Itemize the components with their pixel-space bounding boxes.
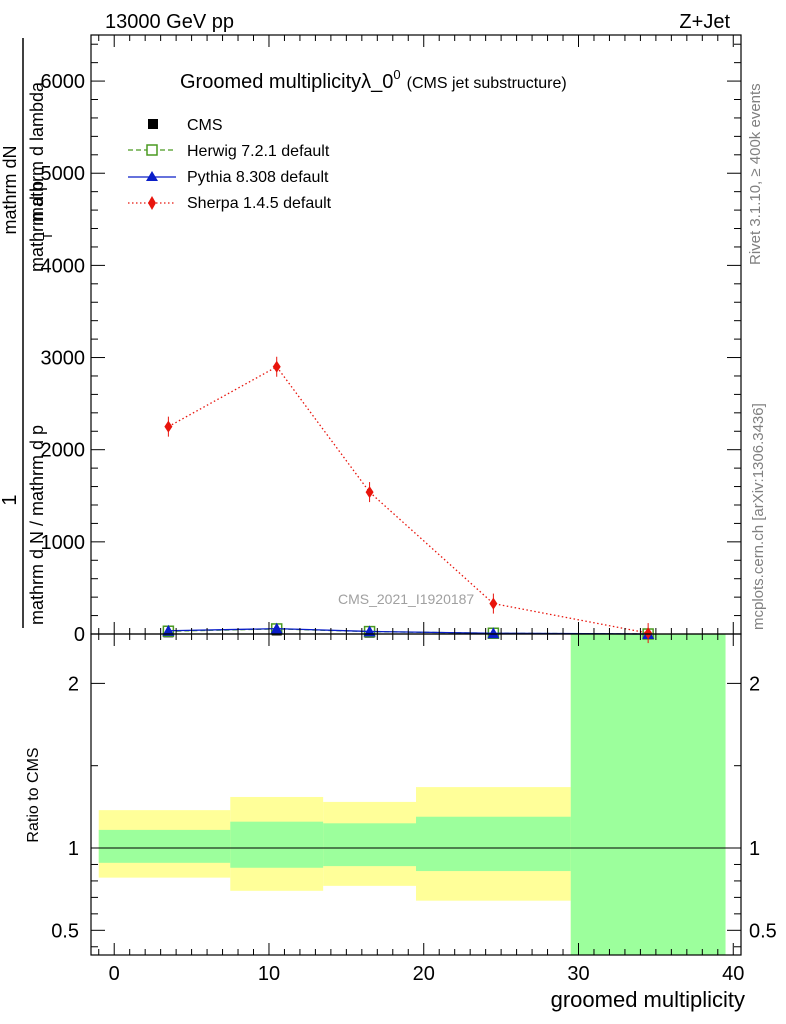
svg-text:Groomed multiplicityλ_00(CMS j: Groomed multiplicityλ_00 (CMS jet substru… xyxy=(180,67,567,93)
ratio-band-stat xyxy=(230,821,324,868)
data-point-pythia xyxy=(487,627,500,639)
x-tick-label: 30 xyxy=(567,963,589,985)
ylabel-tail: mathrm d lambda xyxy=(27,81,47,222)
rivet-label: Rivet 3.1.10, ≥ 400k events xyxy=(747,83,764,265)
legend-label-herwig: Herwig 7.2.1 default xyxy=(187,143,330,160)
legend-marker-pythia xyxy=(146,171,158,181)
ratio-band-stat xyxy=(416,816,571,872)
xlabel: groomed multiplicity xyxy=(551,987,745,1012)
legend-marker-cms xyxy=(148,119,158,129)
y-tick-label-main: 0 xyxy=(74,624,85,646)
y-tick-label-ratio: 2 xyxy=(68,673,79,695)
title-subtitle: (CMS jet substructure) xyxy=(407,75,567,92)
y-tick-label-main: 4000 xyxy=(41,255,86,277)
data-point-sherpa xyxy=(644,627,653,640)
y-tick-label-ratio-right: 1 xyxy=(749,838,760,860)
ratio-bands xyxy=(91,634,741,955)
site-label: mcplots.cern.ch [arXiv:1306.3436] xyxy=(750,403,767,630)
ylabel-sub-t: T xyxy=(40,232,55,240)
data-point-sherpa xyxy=(489,597,498,610)
y-tick-label-ratio-right: 2 xyxy=(749,673,760,695)
ratio-frame xyxy=(90,633,742,956)
main-ylabel: 1 mathrm dN mathrm d N / mathrm d p math… xyxy=(0,38,55,628)
ylabel-dn: mathrm dN xyxy=(0,145,20,234)
legend: CMS Herwig 7.2.1 default Pythia 8.308 de… xyxy=(128,117,332,212)
x-tick-label: 0 xyxy=(109,963,120,985)
legend-entry-pythia: Pythia 8.308 default xyxy=(128,169,329,186)
legend-entry-sherpa: Sherpa 1.4.5 default xyxy=(128,195,332,212)
legend-marker-sherpa xyxy=(148,196,156,210)
energy-label: 13000 GeV pp xyxy=(105,11,234,33)
ratio-band-stat xyxy=(570,634,726,955)
data-point-sherpa xyxy=(365,486,374,499)
y-tick-label-main: 2000 xyxy=(41,440,86,462)
legend-label-cms: CMS xyxy=(187,117,223,134)
ratio-ylabel: Ratio to CMS xyxy=(25,747,42,842)
y-tick-label-main: 1000 xyxy=(41,532,86,554)
process-label: Z+Jet xyxy=(679,11,730,33)
ratio-band-stat xyxy=(323,823,416,867)
ylabel-lower: mathrm d N / mathrm d p xyxy=(27,425,47,625)
y-tick-label-ratio-right: 0.5 xyxy=(749,920,777,942)
data-point-sherpa xyxy=(272,360,281,373)
y-tick-label-main: 5000 xyxy=(41,163,86,185)
data-point-pythia xyxy=(162,624,175,636)
title-text: Groomed multiplicity xyxy=(180,71,361,93)
y-tick-label-ratio: 1 xyxy=(68,838,79,860)
ratio-band-stat xyxy=(98,829,231,863)
ylabel-upper: mathrm d p xyxy=(27,181,47,272)
ylabel-one: 1 xyxy=(0,494,21,505)
x-tick-label: 20 xyxy=(413,963,435,985)
x-tick-label: 40 xyxy=(722,963,744,985)
title-superscript: 0 xyxy=(393,67,400,82)
analysis-watermark: CMS_2021_I1920187 xyxy=(338,591,474,607)
data-point-pythia xyxy=(270,622,283,634)
title-symbol: λ_0 xyxy=(361,71,393,93)
legend-label-sherpa: Sherpa 1.4.5 default xyxy=(187,195,332,212)
y-tick-label-main: 3000 xyxy=(41,348,86,370)
y-tick-label-ratio: 0.5 xyxy=(51,920,79,942)
legend-entry-herwig: Herwig 7.2.1 default xyxy=(128,143,330,160)
x-tick-label: 10 xyxy=(258,963,280,985)
legend-marker-herwig xyxy=(146,144,158,156)
legend-entry-cms: CMS xyxy=(148,117,223,134)
legend-label-pythia: Pythia 8.308 default xyxy=(187,169,329,186)
plot-title: Groomed multiplicityλ_00 (CMS jet substru… xyxy=(180,67,567,93)
data-point-sherpa xyxy=(164,420,173,433)
y-tick-label-main: 6000 xyxy=(41,71,86,93)
